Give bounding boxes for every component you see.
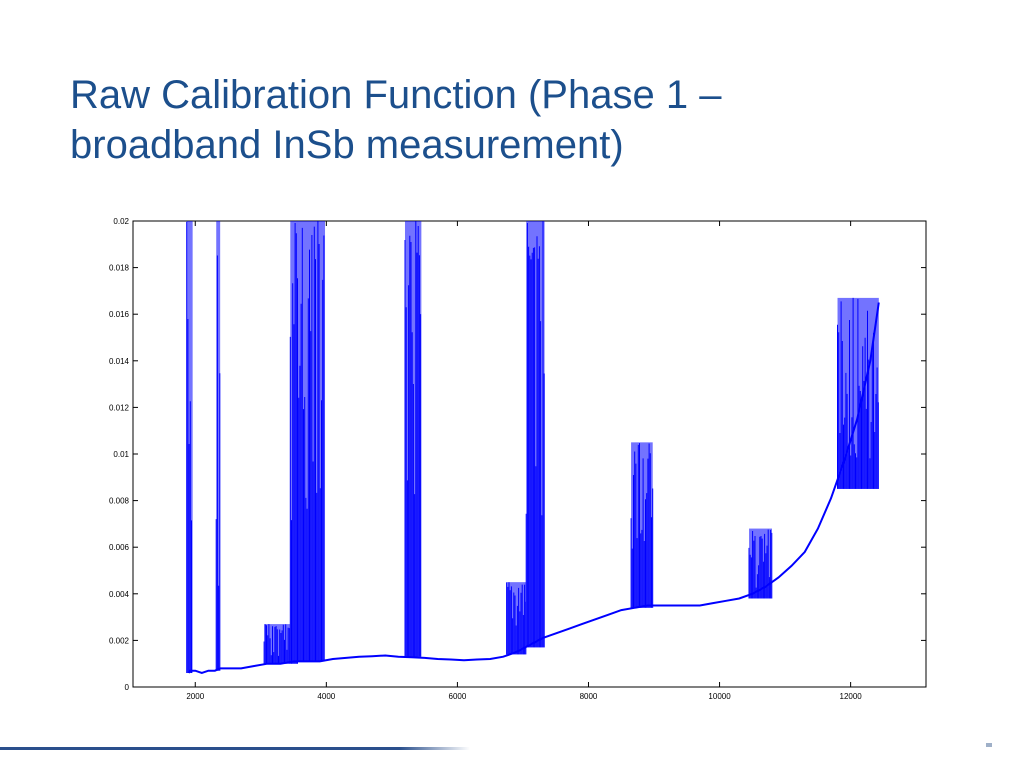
noise-band — [506, 582, 527, 655]
noise-band — [837, 297, 879, 489]
y-tick-label: 0.01 — [113, 450, 129, 459]
x-tick-label: 4000 — [317, 692, 335, 701]
x-tick-label: 2000 — [186, 692, 204, 701]
y-tick-label: 0.008 — [109, 497, 130, 506]
noise-band — [748, 528, 773, 599]
y-tick-label: 0.018 — [109, 264, 130, 273]
noise-band — [525, 221, 545, 648]
x-axis: 2000 4000 6000 8000 10000 12000 — [186, 221, 862, 701]
noise-band — [289, 221, 298, 664]
y-axis: 0 0.002 0.004 0.006 0.008 0.01 0.012 0.014 0.016… — [109, 217, 926, 692]
y-tick-label: 0.014 — [109, 357, 130, 366]
noise-band-fill — [186, 221, 193, 674]
noise-band-fill — [631, 442, 653, 608]
noise-band — [186, 221, 193, 674]
slide-title-line-1: Raw Calibration Function (Phase 1 – — [70, 73, 722, 117]
noise-band — [404, 221, 422, 657]
footer-rule — [0, 747, 470, 750]
x-tick-label: 12000 — [840, 692, 863, 701]
y-tick-label: 0.016 — [109, 310, 130, 319]
series-line — [187, 302, 880, 675]
x-tick-label: 6000 — [449, 692, 467, 701]
y-tick-label: 0.006 — [109, 543, 130, 552]
noise-band-fill — [297, 221, 326, 662]
noise-band — [215, 221, 221, 671]
y-tick-label: 0.012 — [109, 403, 130, 412]
noise-band — [630, 442, 654, 608]
y-tick-label: 0.004 — [109, 590, 130, 599]
y-tick-label: 0 — [125, 683, 130, 692]
noise-band — [297, 221, 326, 662]
y-tick-label: 0.002 — [109, 636, 130, 645]
series-group — [187, 302, 880, 675]
slide-title: Raw Calibration Function (Phase 1 – broa… — [70, 70, 950, 170]
x-tick-label: 10000 — [708, 692, 731, 701]
y-tick-label: 0.02 — [113, 217, 129, 226]
slide-title-line-2: broadband InSb measurement) — [70, 123, 624, 167]
slide-number-mark — [986, 743, 992, 747]
noise-band — [263, 624, 291, 664]
noise-bands — [186, 221, 879, 674]
noise-band-fill — [216, 221, 221, 671]
x-tick-label: 8000 — [580, 692, 598, 701]
